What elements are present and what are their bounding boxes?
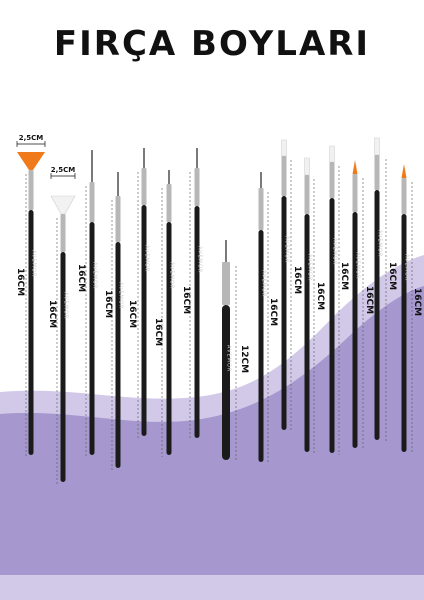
ferrule (258, 188, 264, 230)
ferrule (222, 262, 230, 305)
flat-bristles (374, 137, 380, 156)
handle (222, 305, 230, 460)
brush-round-brush-orange-1: AVEMOR 16CM (352, 160, 374, 450)
length-label: 16CM (339, 262, 349, 290)
length-label: 16CM (127, 300, 137, 328)
ferrule (281, 156, 287, 196)
tip-width-label: 2,5CM (19, 134, 44, 142)
brand-label: AVEMOR (355, 252, 361, 279)
brand-label: AVEMOR (284, 236, 290, 263)
brand-label: AVEMOR (261, 270, 267, 297)
ferrule (28, 170, 34, 210)
ferrule (166, 184, 172, 222)
handle (115, 242, 121, 468)
length-label: 16CM (47, 300, 57, 328)
brush-liner-brush-1: AVEMOR 16CM (76, 150, 98, 457)
brand-label: AVEMOR (226, 345, 232, 372)
flat-bristles (304, 157, 310, 176)
handle (329, 198, 335, 453)
ferrule (352, 174, 358, 212)
fan-bristles (50, 195, 76, 215)
ferrule (329, 162, 335, 198)
round-bristles (352, 160, 358, 174)
brand-label: AVEMOR (92, 262, 98, 289)
brand-label: AVEMOR (31, 250, 37, 277)
ferrule (401, 178, 407, 214)
round-bristles (401, 164, 407, 178)
brush-detail-brush-1: AVEMOR 16CM (127, 148, 150, 438)
ferrule (89, 182, 95, 222)
brush-fan-brush-white: AVEMOR 16CM 2,5CM (47, 166, 76, 484)
length-label: 16CM (15, 268, 25, 296)
brushes-group: AVEMOR16CM2,5CMAVEMOR16CM2,5CMAVEMOR16CM… (15, 134, 422, 484)
brand-label: AVEMOR (197, 246, 203, 273)
length-label: 16CM (315, 282, 325, 310)
page-title: FIRÇA BOYLARI (53, 24, 371, 64)
handle (374, 190, 380, 440)
handle (281, 196, 287, 430)
length-label: 16CM (181, 286, 191, 314)
brush-round-brush-orange-2: AVEMOR 16CM (401, 164, 422, 454)
length-label: 16CM (412, 288, 422, 316)
ferrule (141, 168, 147, 205)
handle (89, 222, 95, 455)
length-label: 16CM (387, 262, 397, 290)
handle (141, 205, 147, 436)
brand-label: AVEMOR (63, 292, 69, 319)
length-label: 16CM (292, 266, 302, 294)
handle (28, 210, 34, 455)
length-label: 16CM (268, 298, 278, 326)
brand-label: AVEMOR (118, 282, 124, 309)
flat-bristles (281, 139, 287, 157)
brush-detail-brush-2: AVEMOR 16CM (153, 170, 175, 457)
brand-label: AVEMOR (377, 230, 383, 257)
ferrule (60, 214, 66, 252)
handle (166, 222, 172, 455)
handle (258, 230, 264, 462)
brush-fan-brush-orange: AVEMOR 16CM 2,5CM (15, 134, 46, 457)
length-label: 16CM (103, 290, 113, 318)
handle (60, 252, 66, 482)
brand-label: AVEMOR (404, 254, 410, 281)
flat-bristles (329, 145, 335, 163)
brand-label: AVEMOR (144, 245, 150, 272)
brand-label: AVEMOR (332, 238, 338, 265)
brush-detail-brush-3: AVEMOR 16CM (181, 148, 203, 440)
length-label: 16CM (76, 264, 86, 292)
brush-short-brush: AVEMOR 12CM (222, 240, 249, 462)
length-label: 16CM (153, 318, 163, 346)
length-label: 12CM (239, 345, 249, 373)
fan-bristles (17, 152, 45, 170)
ferrule (194, 168, 200, 206)
length-label: 16CM (364, 286, 374, 314)
handle (194, 206, 200, 438)
ferrule (304, 175, 310, 214)
ferrule (374, 155, 380, 190)
handle (401, 214, 407, 452)
tip-width-label: 2,5CM (51, 166, 76, 174)
brand-label: AVEMOR (169, 262, 175, 289)
brush-liner-brush-2: AVEMOR 16CM (103, 172, 124, 470)
brush-flat-brush-4: AVEMOR 16CM (374, 137, 397, 442)
background-wave (0, 286, 424, 575)
handle (352, 212, 358, 448)
brand-label: AVEMOR (307, 254, 313, 281)
ferrule (115, 196, 121, 242)
handle (304, 214, 310, 452)
